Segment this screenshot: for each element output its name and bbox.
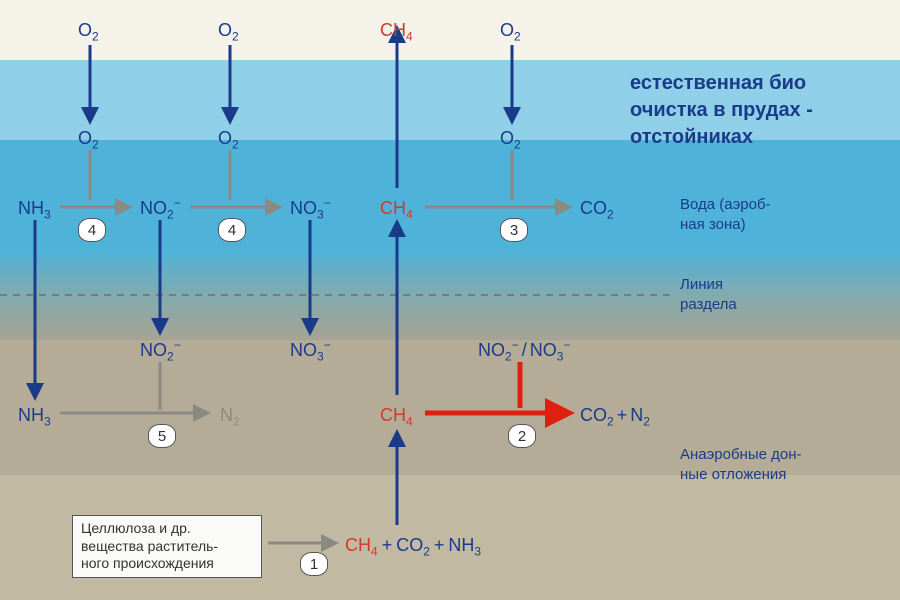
species-no23: NO2−/NO3− — [478, 340, 570, 361]
species-no3_s: NO3− — [290, 340, 331, 361]
zone-gradient — [0, 250, 900, 340]
step-badge-4-1: 4 — [218, 218, 246, 242]
step-badge-2-4: 2 — [508, 424, 536, 448]
step-badge-3-2: 3 — [500, 218, 528, 242]
species-o2_w1: O2 — [78, 128, 99, 149]
species-o2_w3: O2 — [500, 128, 521, 149]
species-no3_w: NO3− — [290, 198, 331, 219]
species-o2_a2: O2 — [218, 20, 239, 41]
species-o2_a1: O2 — [78, 20, 99, 41]
species-co2_w: CO2 — [580, 198, 614, 219]
species-n2_s: N2 — [220, 405, 240, 426]
diagram-title: естественная био очистка в прудах - отст… — [630, 70, 813, 151]
species-ch4_s: CH4 — [380, 405, 413, 426]
label-sediment: Анаэробные дон- ные отложения — [680, 445, 802, 484]
diagram-stage: естественная био очистка в прудах - отст… — [0, 0, 900, 600]
species-co2n2: CO2+N2 — [580, 405, 650, 426]
species-nh3_w: NH3 — [18, 198, 51, 219]
species-no2_s: NO2− — [140, 340, 181, 361]
step-badge-5-3: 5 — [148, 424, 176, 448]
species-no2_w: NO2− — [140, 198, 181, 219]
species-ch4_w: CH4 — [380, 198, 413, 219]
species-bottom: CH4+CO2+NH3 — [345, 535, 481, 556]
step-badge-4-0: 4 — [78, 218, 106, 242]
species-ch4_a: CH4 — [380, 20, 413, 41]
species-o2_w2: O2 — [218, 128, 239, 149]
species-o2_a3: O2 — [500, 20, 521, 41]
species-nh3_s: NH3 — [18, 405, 51, 426]
zone-air — [0, 0, 900, 60]
label-water: Вода (аэроб- ная зона) — [680, 195, 771, 234]
textbox-cellulose: Целлюлоза и др. вещества раститель- ного… — [72, 515, 262, 578]
label-boundary: Линия раздела — [680, 275, 737, 314]
step-badge-1-5: 1 — [300, 552, 328, 576]
